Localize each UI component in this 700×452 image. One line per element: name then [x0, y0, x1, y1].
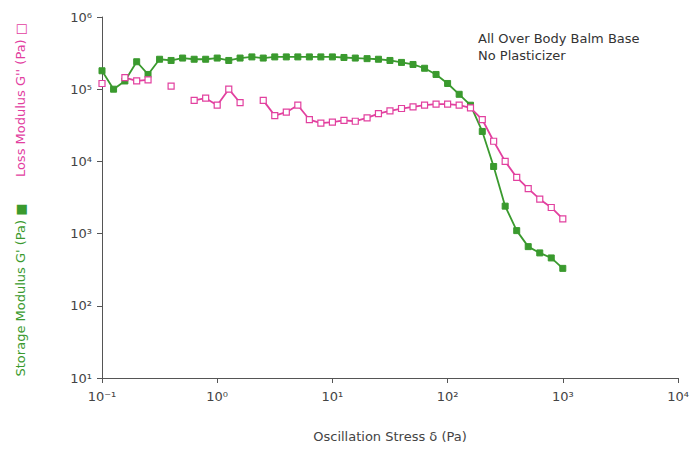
svg-text:10⁻¹: 10⁻¹ — [88, 389, 117, 404]
svg-text:10³: 10³ — [552, 389, 574, 404]
svg-text:No Plasticizer: No Plasticizer — [478, 48, 566, 63]
svg-text:10⁵: 10⁵ — [70, 82, 92, 97]
svg-text:Loss Modulus G'' (Pa) □: Loss Modulus G'' (Pa) □ — [13, 23, 28, 177]
svg-text:10¹: 10¹ — [322, 389, 344, 404]
svg-text:10⁰: 10⁰ — [206, 389, 228, 404]
svg-text:Oscillation Stress δ (Pa): Oscillation Stress δ (Pa) — [313, 429, 467, 444]
svg-text:10⁴: 10⁴ — [70, 154, 92, 169]
svg-text:10²: 10² — [437, 389, 459, 404]
svg-text:10²: 10² — [70, 298, 92, 313]
svg-text:Storage Modulus G' (Pa) ■: Storage Modulus G' (Pa) ■ — [13, 204, 28, 377]
svg-text:All Over Body Balm Base: All Over Body Balm Base — [478, 31, 640, 46]
svg-text:10⁴: 10⁴ — [667, 389, 689, 404]
svg-text:10¹: 10¹ — [70, 371, 92, 386]
svg-text:10⁶: 10⁶ — [70, 10, 92, 25]
svg-text:10³: 10³ — [70, 226, 92, 241]
